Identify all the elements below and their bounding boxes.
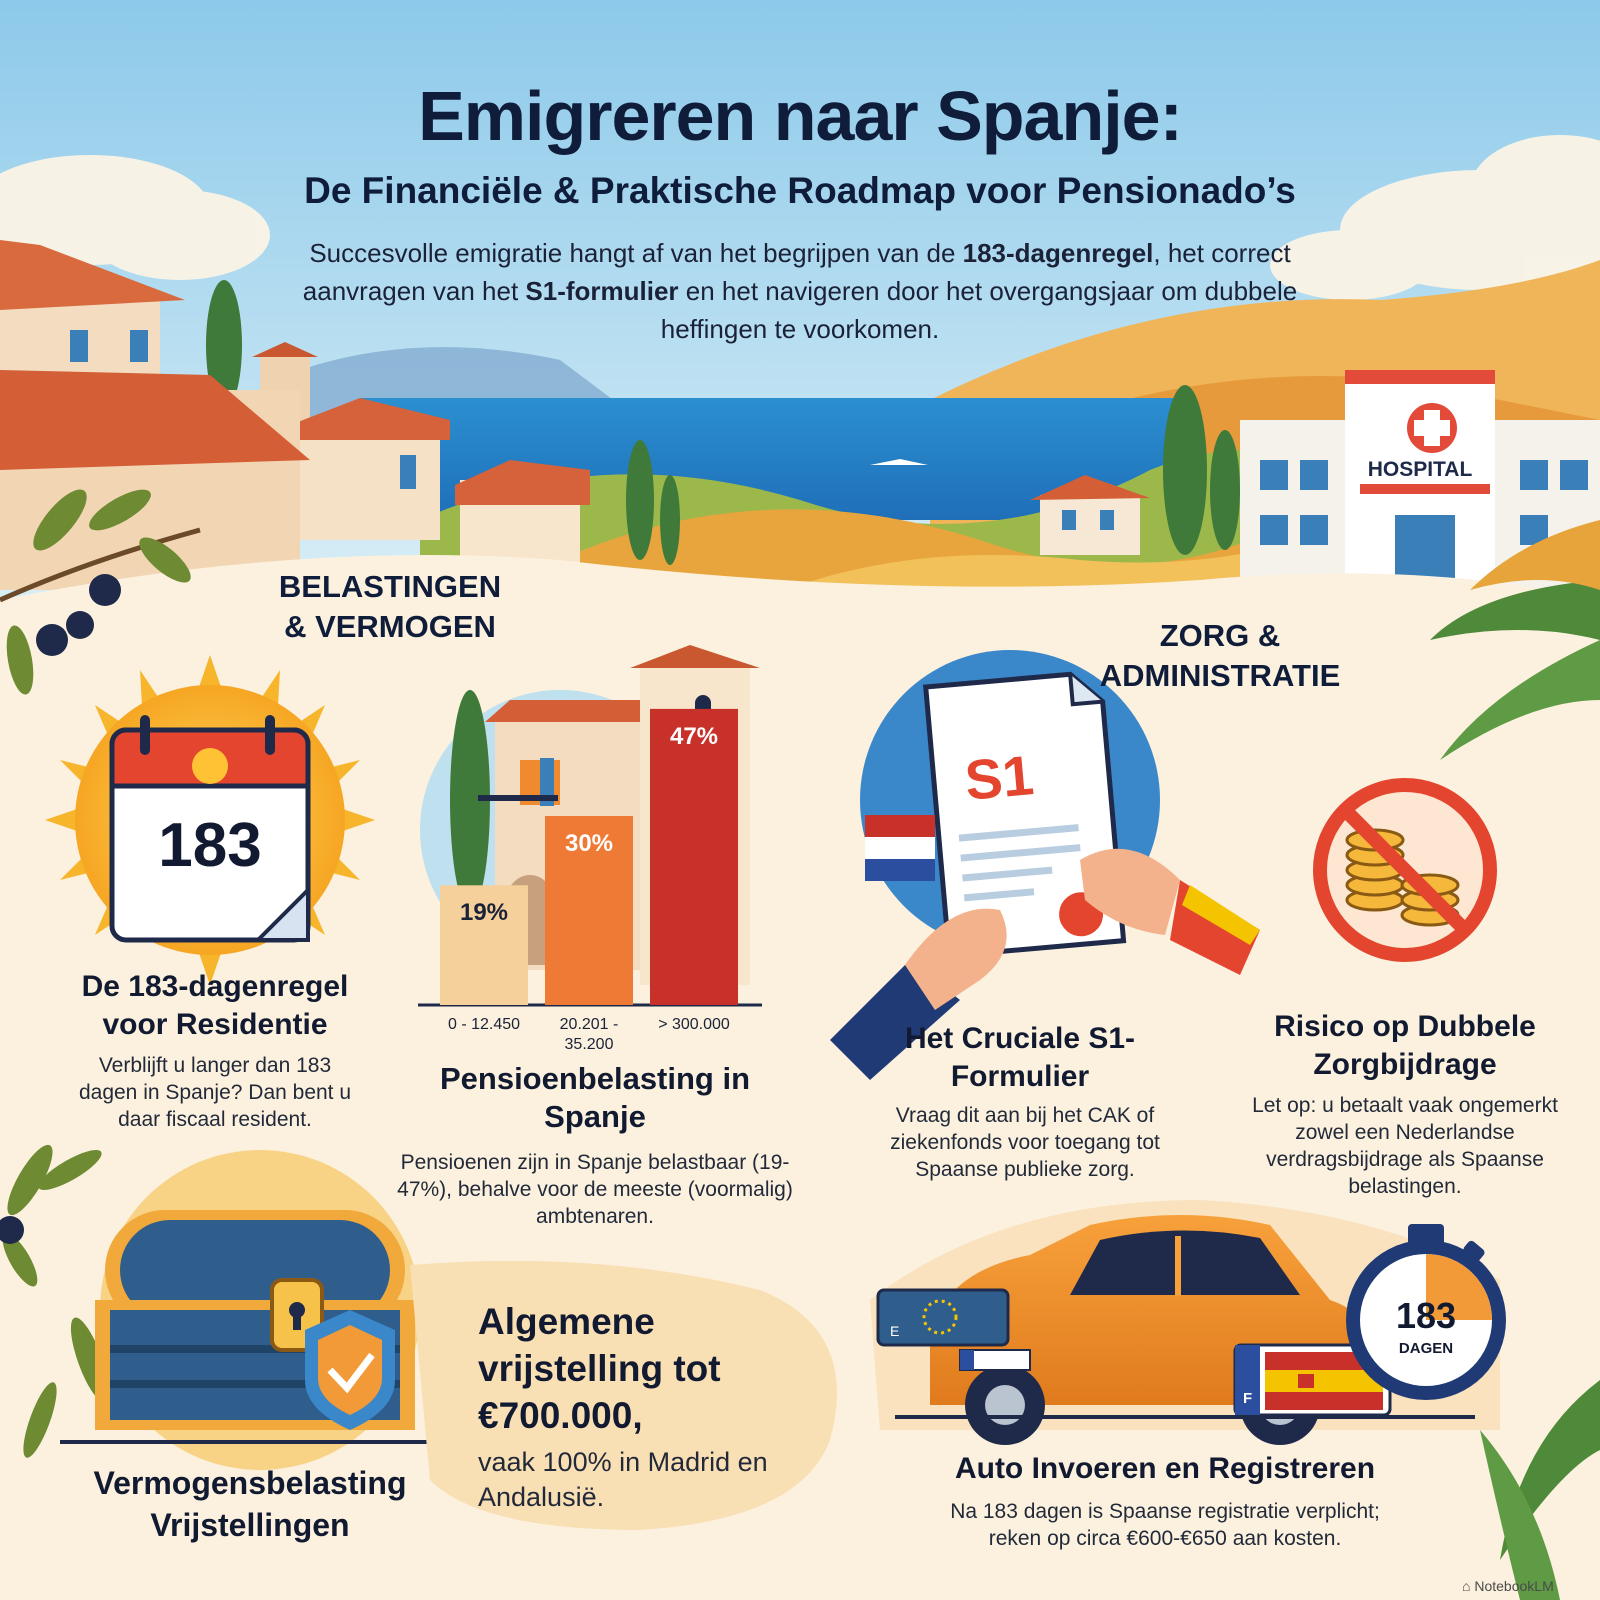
page-subtitle: De Financiële & Praktische Roadmap voor … [304, 170, 1296, 211]
bar-tick-label: > 300.000 [658, 1016, 730, 1033]
bar [440, 885, 528, 1005]
exemption-bubble [410, 1260, 837, 1530]
eu-plate-letter: E [890, 1323, 900, 1339]
village-houses [0, 240, 1150, 590]
section-heading-care: ZORG & ADMINISTRATIE [1099, 618, 1341, 693]
section-heading-taxes: BELASTINGEN & VERMOGEN [278, 569, 502, 644]
intro-bold: S1-formulier [525, 276, 679, 306]
es-plate-letter: F [1243, 1390, 1253, 1407]
bar-data-label: 30% [564, 830, 614, 857]
wealth-claim-sub: vaak 100% in Madrid en Andalusië. [478, 1447, 768, 1512]
double-contribution-title: Risico op Dubbele Zorgbijdrage [1274, 1010, 1536, 1081]
spanish-license-plate-icon [1233, 1343, 1392, 1417]
timer-number: 183 [1395, 1295, 1457, 1336]
hospital-sign: HOSPITAL [1367, 458, 1473, 481]
car-text: Na 183 dagen is Spaanse registratie verp… [950, 1500, 1380, 1550]
brand-watermark: ⌂ NotebookLM [1462, 1578, 1554, 1594]
intro-text: Succesvolle emigratie hangt af van het b… [300, 234, 1300, 348]
bar-data-label: 19% [459, 899, 509, 927]
bar-data-label: 47% [669, 722, 719, 750]
tax-bar-chart [418, 708, 762, 1007]
residency-title: De 183-dagenregel voor Residentie [81, 970, 349, 1041]
palm-leaves-icon [1430, 520, 1600, 1600]
residency-text: Verblijft u langer dan 183 dagen in Span… [78, 1054, 352, 1131]
s1-text: Vraag dit aan bij het CAK of ziekenfonds… [890, 1104, 1160, 1181]
brand-label: NotebookLM [1474, 1578, 1554, 1594]
calendar-sun-icon [45, 655, 375, 985]
car-title: Auto Invoeren en Registreren [954, 1452, 1376, 1485]
hospital-building [1240, 370, 1600, 590]
netherlands-flag-icon [865, 815, 935, 881]
bar [545, 816, 633, 1005]
olive-branch-icon [0, 489, 201, 695]
stopwatch-icon [1346, 1224, 1506, 1400]
wealth-claim: Algemene vrijstelling tot €700.000, [478, 1301, 721, 1436]
intro-bold: 183-dagenregel [962, 238, 1154, 268]
eu-license-plate-icon [876, 1288, 1010, 1347]
double-contribution-text: Let op: u betaalt vaak ongemerkt zowel e… [1252, 1094, 1558, 1198]
clouds [0, 135, 1600, 300]
timer-unit: DAGEN [1398, 1340, 1454, 1357]
calendar-number: 183 [158, 811, 262, 880]
intro-part: , het correct aanvragen van het [302, 238, 1291, 306]
no-double-payment-icon [1313, 778, 1497, 962]
pension-title: Pensioenbelasting in Spanje [439, 1061, 751, 1134]
pension-text: Pensioenen zijn in Spanje belastbaar (19… [397, 1151, 793, 1228]
hands-icon [830, 848, 1260, 1080]
page-title: Emigreren naar Spanje: [418, 77, 1183, 155]
bar-tick-label: 0 - 12.450 [447, 1016, 521, 1033]
treasure-chest-icon [60, 1150, 440, 1470]
bar [650, 708, 738, 1005]
wealth-title: Vermogensbelasting Vrijstellingen [93, 1465, 407, 1543]
olive-branch-icon [0, 1144, 110, 1458]
s1-title: Het Cruciale S1-Formulier [904, 1022, 1136, 1093]
s1-form-label: S1 [962, 743, 1037, 812]
notebook-icon: ⌂ [1462, 1578, 1471, 1594]
intro-part: en het navigeren door het overgangsjaar … [660, 276, 1298, 344]
bar-tick-label: 20.201 - 35.200 [559, 1016, 619, 1053]
intro-part: Succesvolle emigratie hangt af van het b… [309, 238, 963, 268]
cypress-trees [206, 280, 1240, 565]
